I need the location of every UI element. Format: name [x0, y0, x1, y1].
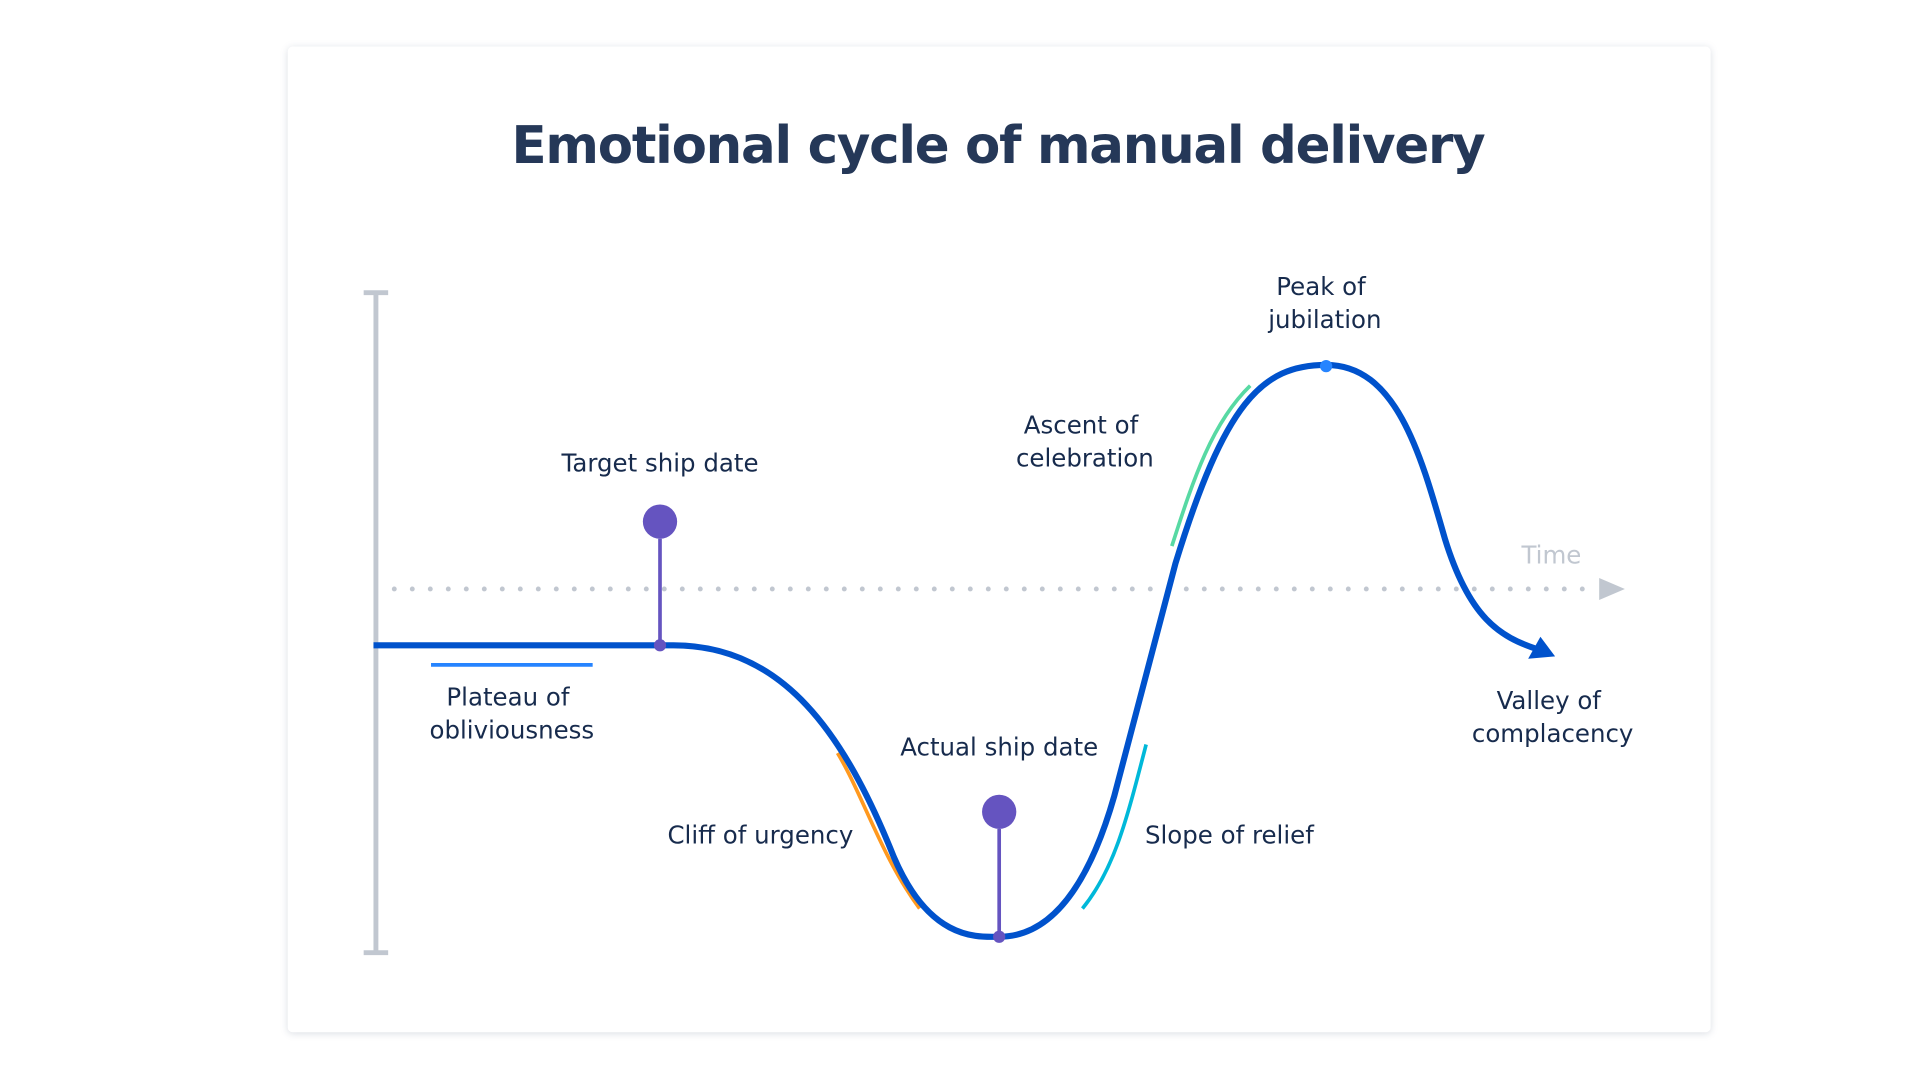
valley-label: Valley of complacency [1472, 686, 1634, 748]
cliff-label: Cliff of urgency [667, 821, 853, 850]
vertical-axis [363, 290, 389, 956]
time-label: Time [1520, 540, 1581, 569]
target-ship-date-marker [642, 504, 678, 652]
slope-label: Slope of relief [1145, 821, 1315, 850]
cliff-accent [835, 752, 922, 910]
actual-ship-date-marker [982, 794, 1017, 943]
peak-dot [1320, 360, 1333, 373]
ascent-label: Ascent of celebration [1016, 410, 1154, 472]
emotion-curve [373, 361, 1538, 940]
card [287, 46, 1711, 1033]
peak-label: Peak of jubilation [1267, 272, 1381, 334]
plateau-label: Plateau of obliviousness [430, 682, 595, 744]
ascent-accent [1170, 384, 1252, 547]
target-ship-date-label: Target ship date [560, 448, 758, 477]
page-title: Emotional cycle of manual delivery [512, 116, 1486, 176]
curve-arrowhead-icon [1528, 636, 1556, 659]
slope-accent [1081, 744, 1148, 910]
actual-ship-date-label: Actual ship date [900, 733, 1098, 762]
time-arrow-icon [1599, 577, 1625, 600]
